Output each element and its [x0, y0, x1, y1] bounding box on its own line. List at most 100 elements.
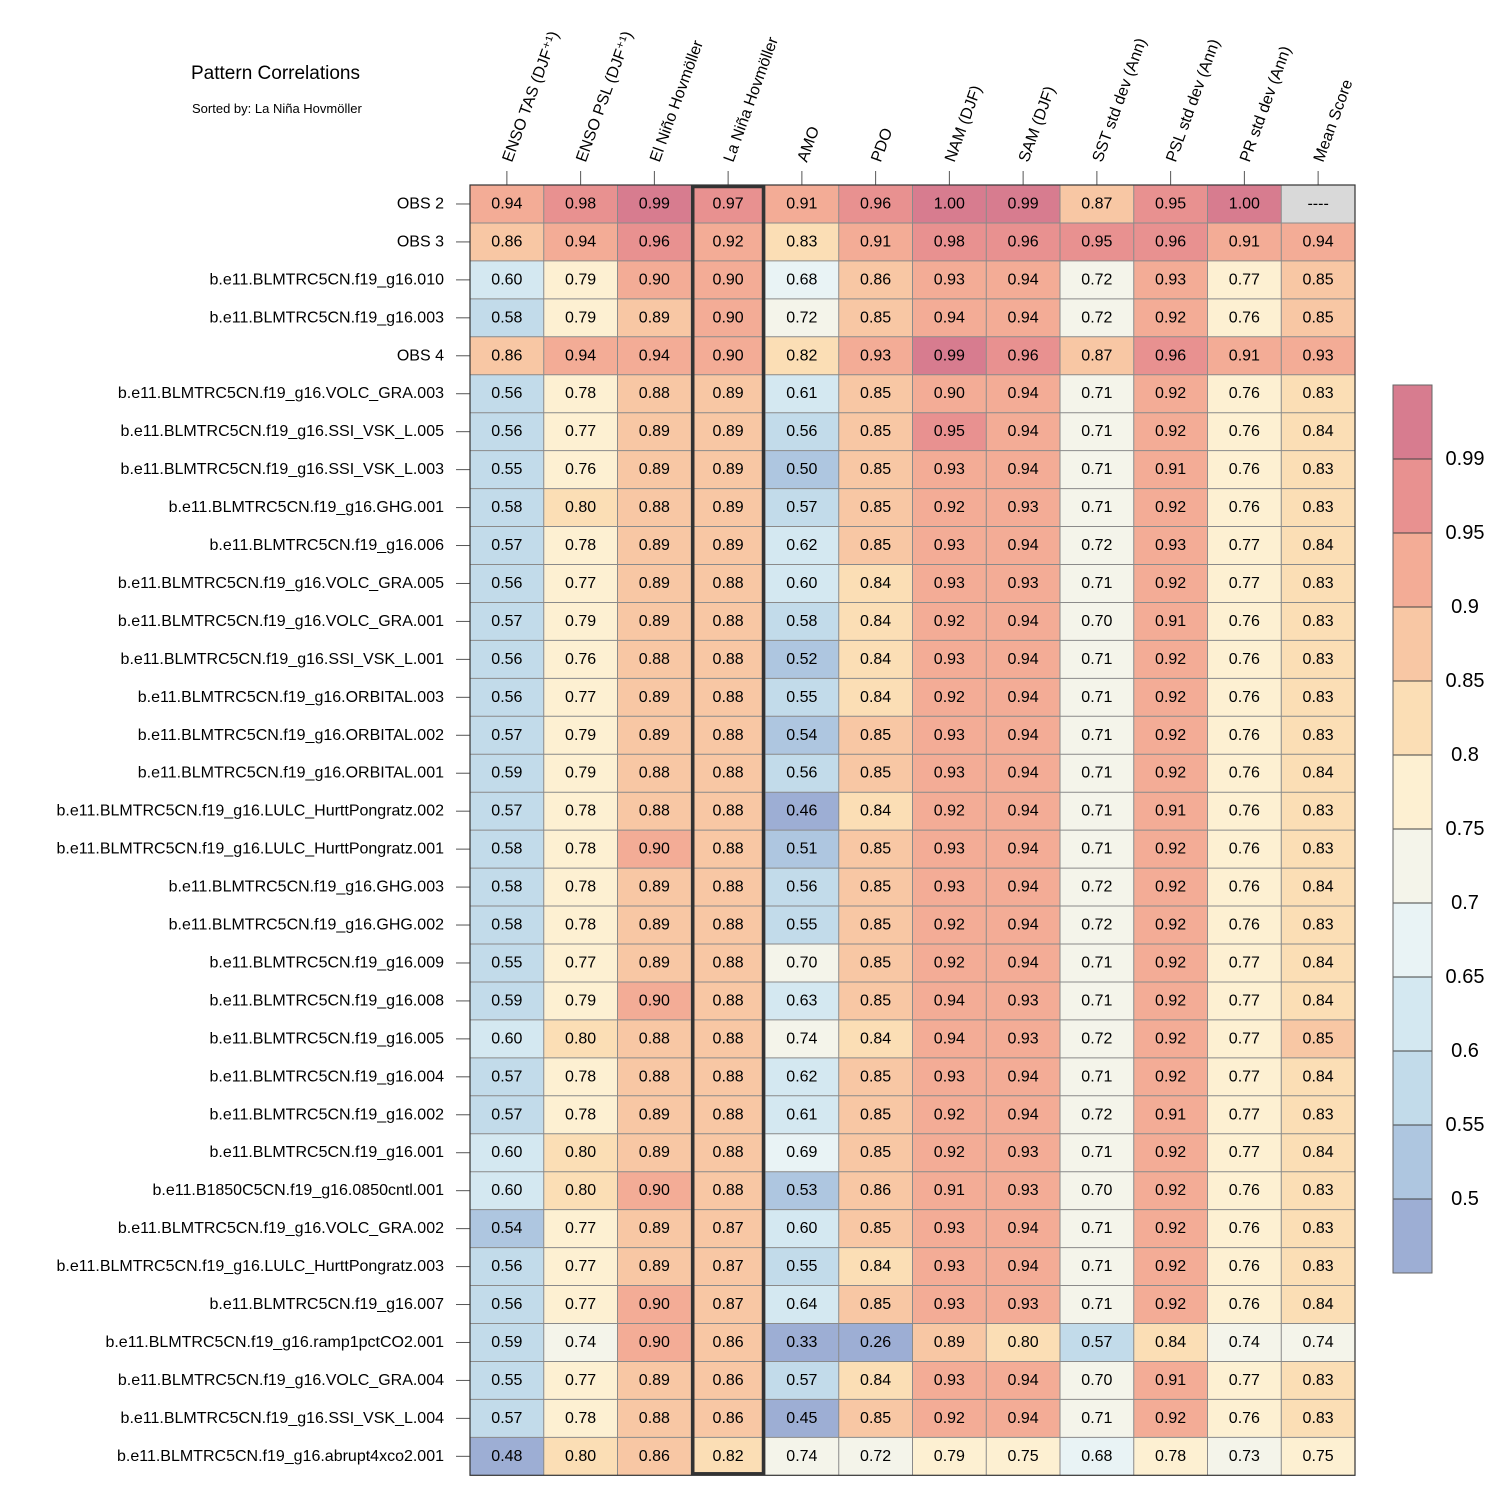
cell-value: 0.93 — [934, 765, 965, 782]
cell-value: 0.88 — [713, 1030, 744, 1047]
heatmap-cell — [1207, 450, 1282, 489]
cell-value: 0.92 — [934, 689, 965, 706]
row-label: b.e11.BLMTRC5CN.f19_g16.SSI_VSK_L.005 — [121, 423, 445, 440]
colorbar-swatch — [1393, 903, 1432, 978]
column-label: PSL std dev (Ann) — [1163, 37, 1223, 164]
cell-value: 0.94 — [1008, 271, 1039, 288]
heatmap-cell — [1281, 1285, 1355, 1324]
row-label: b.e11.BLMTRC5CN.f19_g16.ORBITAL.002 — [138, 727, 444, 744]
column-label: SST std dev (Ann) — [1090, 36, 1151, 164]
column-label: ENSO TAS (DJF⁺¹) — [500, 29, 563, 164]
cell-value: 0.86 — [639, 1448, 670, 1465]
heatmap-cell — [838, 260, 913, 299]
heatmap-cell — [617, 260, 692, 299]
heatmap-cell — [986, 602, 1060, 641]
heatmap-cell — [1207, 868, 1282, 907]
heatmap-cell — [691, 260, 765, 299]
cell-value: 0.79 — [565, 765, 596, 782]
cell-value: 0.94 — [1008, 727, 1039, 744]
cell-value: 0.94 — [1008, 613, 1039, 630]
heatmap-cell — [1060, 1095, 1134, 1134]
cell-value: 0.86 — [491, 347, 522, 364]
heatmap-cell — [1060, 564, 1134, 603]
cell-value: 0.84 — [1303, 1296, 1334, 1313]
heatmap-cell — [765, 336, 839, 375]
cell-value: 0.71 — [1081, 651, 1112, 668]
heatmap-cell — [470, 1437, 544, 1476]
heatmap-cell — [1133, 450, 1208, 489]
heatmap-cell — [838, 906, 913, 944]
heatmap-cell — [765, 1323, 839, 1362]
row-label: OBS 2 — [397, 195, 444, 212]
cell-value: 0.57 — [491, 1410, 522, 1427]
cell-value: 0.58 — [491, 917, 522, 934]
cell-value: 0.76 — [1229, 613, 1260, 630]
heatmap-cell — [765, 1437, 839, 1476]
heatmap-cell — [617, 450, 692, 489]
heatmap-cell — [1207, 1361, 1282, 1400]
cell-value: 0.97 — [713, 195, 744, 212]
cell-value: 0.89 — [639, 689, 670, 706]
cell-value: 0.60 — [786, 575, 817, 592]
cell-value: 0.71 — [1081, 954, 1112, 971]
heatmap-cell — [1281, 336, 1355, 375]
heatmap-cell — [912, 716, 987, 755]
heatmap-cell — [1133, 1437, 1208, 1476]
heatmap-cell — [543, 1361, 618, 1400]
heatmap-cell — [470, 1285, 544, 1324]
colorbar-tick-label: 0.5 — [1451, 1188, 1479, 1210]
heatmap-cell — [617, 944, 692, 982]
heatmap-cells: 0.94 0.98 0.99 0.97 0.91 0.96 1.00 0.99 0.87 0.95… — [470, 185, 1355, 1476]
cell-value: 0.83 — [1303, 385, 1334, 402]
heatmap-cell — [986, 1019, 1060, 1058]
colorbar-swatch — [1393, 459, 1432, 534]
cell-value: 0.93 — [934, 1068, 965, 1085]
heatmap-cell — [838, 1323, 913, 1362]
cell-value: 0.74 — [565, 1334, 596, 1351]
cell-value: 0.77 — [1229, 992, 1260, 1009]
heatmap-cell — [1060, 640, 1134, 679]
cell-value: 0.76 — [1229, 499, 1260, 516]
cell-value: 0.72 — [1081, 1030, 1112, 1047]
grid-border — [469, 184, 1356, 1476]
heatmap-cell — [1281, 1437, 1355, 1476]
heatmap-cell — [470, 185, 544, 223]
cell-value: 0.48 — [491, 1448, 522, 1465]
heatmap-cell — [1281, 1361, 1355, 1400]
cell-value: 0.92 — [1155, 727, 1186, 744]
cell-value: 0.70 — [1081, 1182, 1112, 1199]
heatmap-cell — [986, 450, 1060, 489]
row-label: b.e11.BLMTRC5CN.f19_g16.LULC_HurttPongra… — [57, 841, 445, 858]
heatmap-cell — [1060, 716, 1134, 755]
row-label: b.e11.BLMTRC5CN.f19_g16.GHG.003 — [169, 879, 445, 896]
cell-value: 0.57 — [491, 1068, 522, 1085]
cell-value: 0.93 — [1008, 1144, 1039, 1161]
cell-value: 0.77 — [1229, 537, 1260, 554]
heatmap-cell — [1281, 1247, 1355, 1286]
heatmap-cell — [1060, 792, 1134, 831]
heatmap-cell — [838, 1171, 913, 1210]
cell-value: 0.60 — [491, 1182, 522, 1199]
cell-value: 0.96 — [1155, 233, 1186, 250]
cell-value: 0.84 — [860, 689, 891, 706]
heatmap-cell — [1207, 640, 1282, 679]
heatmap-cell — [470, 868, 544, 907]
heatmap-cell — [691, 792, 765, 831]
cell-value: 0.77 — [565, 575, 596, 592]
heatmap-cell — [765, 830, 839, 869]
cell-value: 0.88 — [713, 651, 744, 668]
cell-value: 0.85 — [860, 1144, 891, 1161]
heatmap-cell — [470, 298, 544, 337]
cell-value: 0.56 — [491, 1296, 522, 1313]
cell-value: 0.96 — [639, 233, 670, 250]
heatmap-cell — [912, 450, 987, 489]
heatmap-cell — [912, 374, 987, 413]
column-label: El Niño Hovmöller — [647, 38, 707, 165]
cell-value: 0.26 — [860, 1334, 891, 1351]
cell-value: 0.57 — [491, 803, 522, 820]
cell-value: 0.71 — [1081, 385, 1112, 402]
cell-value: 0.60 — [491, 1030, 522, 1047]
heatmap-cell — [691, 868, 765, 907]
cell-value: 0.88 — [713, 992, 744, 1009]
heatmap-cell — [543, 526, 618, 565]
